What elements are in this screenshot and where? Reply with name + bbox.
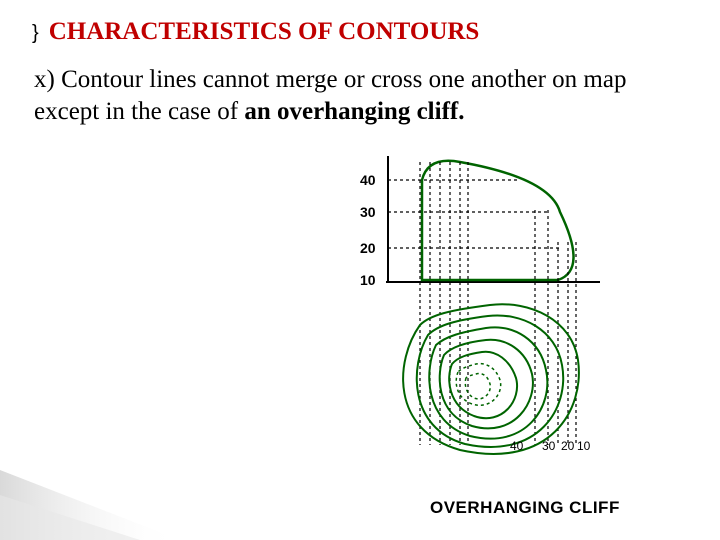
title-row: } CHARACTERISTICS OF CONTOURS [0, 0, 720, 46]
bullet-icon: } [32, 22, 39, 45]
horiz-dashes [388, 180, 560, 248]
body-emphasis: an overhanging cliff. [244, 98, 464, 125]
svg-text:10: 10 [577, 439, 591, 453]
contour-diagram: 40302010 40302010 [300, 150, 700, 510]
svg-text:30: 30 [360, 204, 376, 220]
y-labels: 40 30 20 10 [360, 172, 376, 288]
svg-text:40: 40 [510, 439, 524, 453]
svg-text:20: 20 [561, 439, 575, 453]
bottom-labels: 40 30 2010 [510, 439, 591, 453]
slide-title: CHARACTERISTICS OF CONTOURS [49, 18, 480, 46]
svg-text:40: 40 [360, 172, 376, 188]
inner-dashed-contours [456, 364, 500, 406]
body-text: x) Contour lines cannot merge or cross o… [0, 46, 720, 128]
cliff-profile [422, 161, 574, 280]
svg-text:30: 30 [542, 439, 556, 453]
svg-text:10: 10 [360, 272, 376, 288]
svg-text:20: 20 [360, 240, 376, 256]
diagram-caption: OVERHANGING CLIFF [430, 498, 620, 518]
corner-accent [0, 450, 200, 540]
